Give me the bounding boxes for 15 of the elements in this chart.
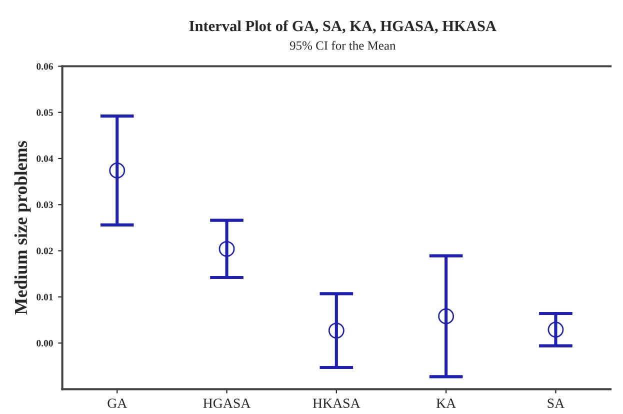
x-tick-label: HKASA (312, 398, 360, 408)
y-tick-label: 0.04 (36, 155, 54, 162)
chart-title: Interval Plot of GA, SA, KA, HGASA, HKASA (189, 20, 496, 34)
y-tick-label: 0.05 (36, 109, 53, 116)
chart-subtitle: 95% CI for the Mean (290, 40, 396, 50)
y-axis-title: Medium size problems (14, 141, 31, 314)
y-tick-label: 0.06 (36, 63, 53, 70)
y-tick-label: 0.02 (36, 248, 53, 254)
x-tick-label: GA (108, 398, 128, 408)
x-tick-label: SA (548, 398, 564, 408)
y-tick-label: 0.00 (36, 340, 53, 347)
y-tick-label: 0.03 (36, 202, 53, 208)
x-tick-label: KA (436, 398, 456, 408)
y-tick-label: 0.01 (36, 294, 53, 300)
x-tick-label: HGASA (203, 398, 251, 408)
